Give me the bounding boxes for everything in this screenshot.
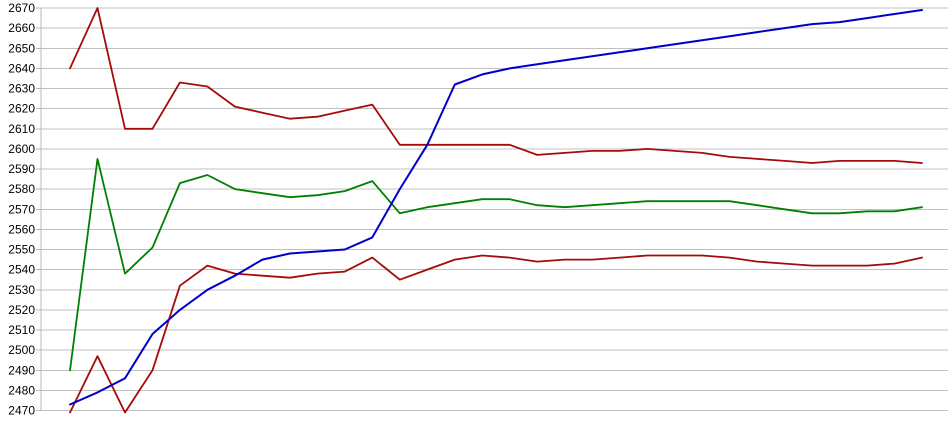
y-axis-tick-label: 2570 bbox=[8, 202, 35, 216]
y-axis-tick-label: 2550 bbox=[8, 243, 35, 257]
y-axis-tick-label: 2520 bbox=[8, 303, 35, 317]
gridlines bbox=[41, 7, 948, 411]
y-axis-tick-label: 2560 bbox=[8, 222, 35, 236]
series-upper-red-line bbox=[69, 7, 923, 164]
y-axis-tick-label: 2660 bbox=[8, 21, 35, 35]
y-axis-tick-label: 2600 bbox=[8, 142, 35, 156]
y-axis-tick-label: 2590 bbox=[8, 162, 35, 176]
y-axis-tick-label: 2540 bbox=[8, 263, 35, 277]
y-axis-tick-labels: 2670 2660 2650 2640 2630 2620 2610 2600 2590 2580… bbox=[8, 1, 35, 418]
y-axis-tick-marks bbox=[36, 7, 41, 411]
y-axis-tick-label: 2670 bbox=[8, 1, 35, 15]
chart-series bbox=[69, 7, 923, 414]
y-axis-tick-label: 2640 bbox=[8, 61, 35, 75]
y-axis-tick-label: 2650 bbox=[8, 41, 35, 55]
y-axis-tick-label: 2480 bbox=[8, 383, 35, 397]
y-axis-tick-label: 2610 bbox=[8, 122, 35, 136]
y-axis-tick-label: 2490 bbox=[8, 363, 35, 377]
y-axis-tick-label: 2530 bbox=[8, 283, 35, 297]
series-lower-red-line bbox=[69, 254, 923, 414]
y-axis-tick-label: 2510 bbox=[8, 323, 35, 337]
y-axis-tick-label: 2470 bbox=[8, 404, 35, 418]
y-axis-tick-label: 2630 bbox=[8, 82, 35, 96]
series-green-line bbox=[69, 157, 923, 372]
y-axis-tick-label: 2580 bbox=[8, 182, 35, 196]
series-blue-line bbox=[69, 9, 923, 406]
y-axis-tick-label: 2620 bbox=[8, 102, 35, 116]
y-axis-tick-label: 2500 bbox=[8, 343, 35, 357]
